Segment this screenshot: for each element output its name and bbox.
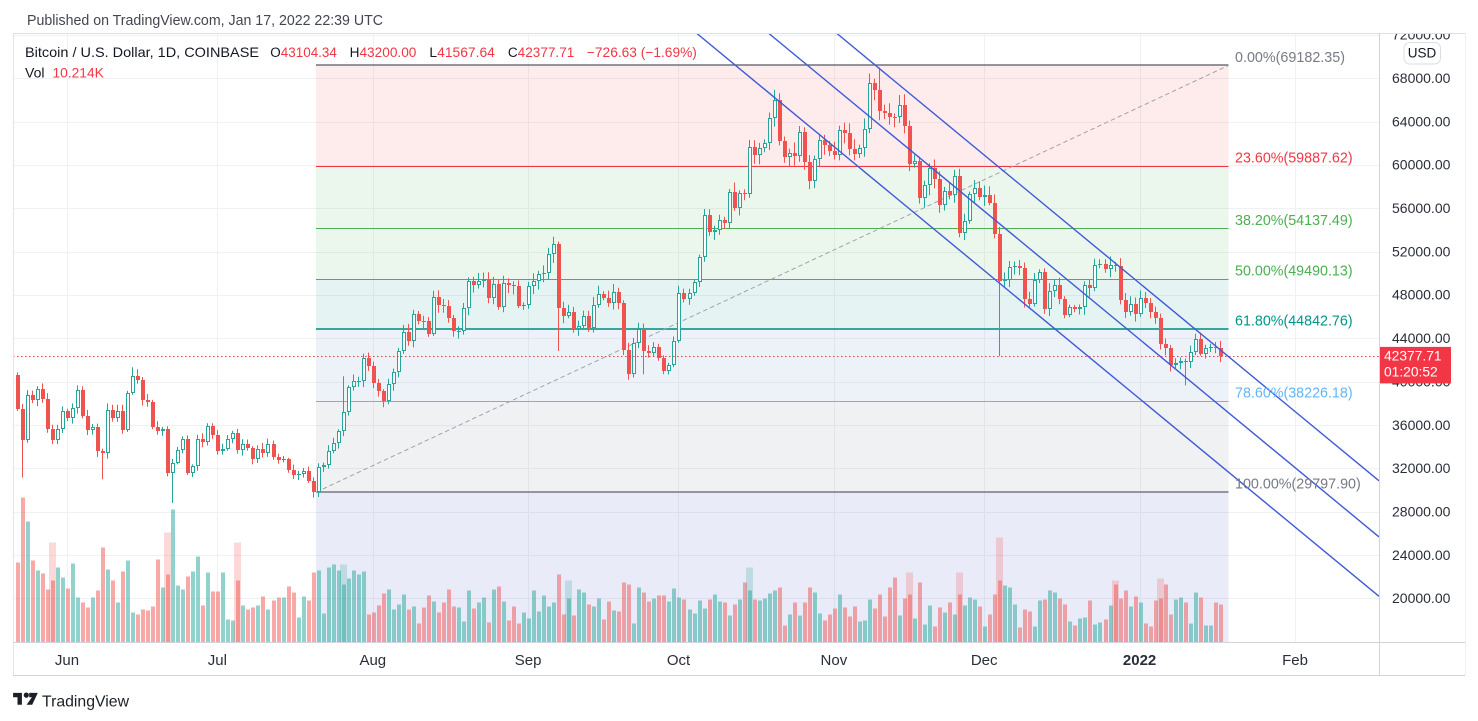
svg-text:38.20%(54137.49): 38.20%(54137.49) bbox=[1235, 213, 1353, 229]
svg-text:52000.00: 52000.00 bbox=[1392, 243, 1451, 259]
svg-text:50.00%(49490.13): 50.00%(49490.13) bbox=[1235, 263, 1353, 279]
svg-text:61.80%(44842.76): 61.80%(44842.76) bbox=[1235, 314, 1353, 330]
svg-text:32000.00: 32000.00 bbox=[1392, 460, 1451, 476]
svg-text:Nov: Nov bbox=[821, 652, 848, 669]
svg-text:42377.71: 42377.71 bbox=[1384, 349, 1442, 364]
svg-text:78.60%(38226.18): 78.60%(38226.18) bbox=[1235, 385, 1353, 401]
svg-text:0.00%(69182.35): 0.00%(69182.35) bbox=[1235, 50, 1345, 66]
svg-text:Oct: Oct bbox=[667, 652, 691, 669]
svg-text:20000.00: 20000.00 bbox=[1392, 590, 1451, 606]
svg-text:USD: USD bbox=[1408, 46, 1437, 61]
svg-text:Feb: Feb bbox=[1282, 652, 1308, 669]
svg-text:10.214K: 10.214K bbox=[53, 66, 104, 81]
svg-text:L41567.64: L41567.64 bbox=[429, 45, 495, 60]
svg-text:Aug: Aug bbox=[359, 652, 386, 669]
svg-text:23.60%(59887.62): 23.60%(59887.62) bbox=[1235, 151, 1353, 167]
svg-text:TradingView: TradingView bbox=[42, 694, 129, 711]
svg-text:48000.00: 48000.00 bbox=[1392, 287, 1451, 303]
svg-text:56000.00: 56000.00 bbox=[1392, 200, 1451, 216]
svg-text:64000.00: 64000.00 bbox=[1392, 113, 1451, 129]
svg-text:−726.63 (−1.69%): −726.63 (−1.69%) bbox=[587, 45, 697, 60]
svg-text:44000.00: 44000.00 bbox=[1392, 330, 1451, 346]
svg-text:C42377.71: C42377.71 bbox=[508, 45, 574, 60]
svg-text:Vol: Vol bbox=[25, 66, 45, 81]
svg-text:Jun: Jun bbox=[55, 652, 79, 669]
svg-text:2022: 2022 bbox=[1123, 652, 1156, 669]
svg-text:60000.00: 60000.00 bbox=[1392, 157, 1451, 173]
svg-text:Bitcoin / U.S. Dollar, 1D, COI: Bitcoin / U.S. Dollar, 1D, COINBASE bbox=[25, 44, 259, 60]
svg-text:Dec: Dec bbox=[971, 652, 998, 669]
svg-text:Published on TradingView.com,: Published on TradingView.com, Jan 17, 20… bbox=[27, 13, 383, 29]
svg-text:36000.00: 36000.00 bbox=[1392, 417, 1451, 433]
svg-text:H43200.00: H43200.00 bbox=[350, 45, 417, 60]
svg-text:68000.00: 68000.00 bbox=[1392, 70, 1451, 86]
svg-text:01:20:52: 01:20:52 bbox=[1384, 365, 1438, 380]
svg-text:100.00%(29797.90): 100.00%(29797.90) bbox=[1235, 477, 1361, 493]
svg-text:Sep: Sep bbox=[515, 652, 542, 669]
svg-text:72000.00: 72000.00 bbox=[1392, 27, 1451, 43]
svg-text:28000.00: 28000.00 bbox=[1392, 504, 1451, 520]
svg-text:Jul: Jul bbox=[208, 652, 227, 669]
svg-text:24000.00: 24000.00 bbox=[1392, 547, 1451, 563]
svg-text:O43104.34: O43104.34 bbox=[270, 45, 337, 60]
